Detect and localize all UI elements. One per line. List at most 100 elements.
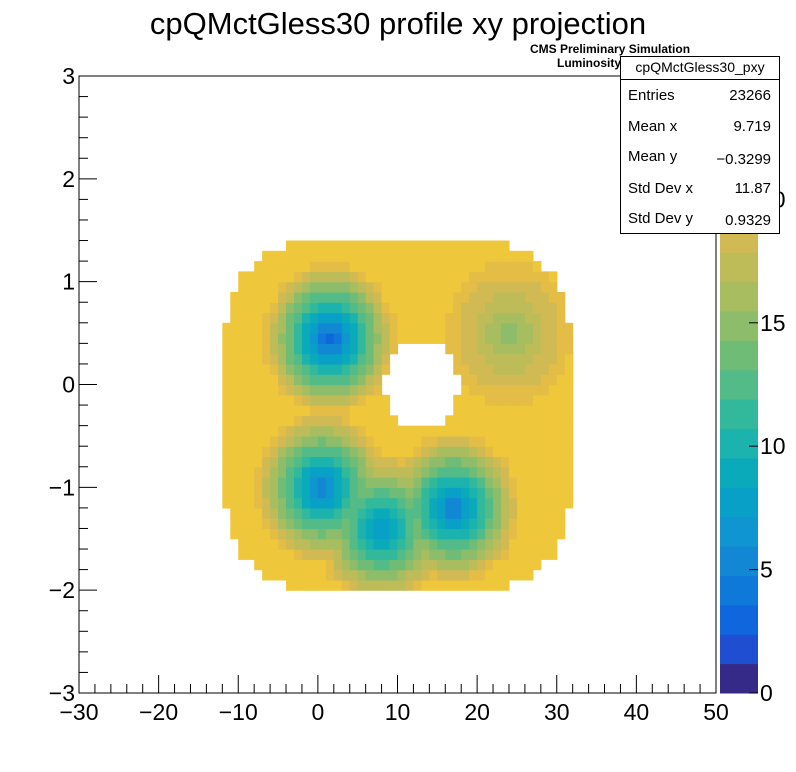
heatmap-cell bbox=[405, 507, 415, 519]
heatmap-cell bbox=[429, 559, 438, 571]
heatmap-cell bbox=[421, 507, 430, 519]
heatmap-cell bbox=[508, 497, 518, 509]
heatmap-cell bbox=[262, 415, 271, 427]
heatmap-cell bbox=[493, 261, 502, 272]
heatmap-cell bbox=[286, 549, 295, 560]
heatmap-cell bbox=[262, 394, 271, 406]
heatmap-cell bbox=[508, 271, 518, 283]
heatmap-cell bbox=[524, 528, 534, 540]
heatmap-cell bbox=[286, 261, 295, 272]
heatmap-cell bbox=[508, 466, 518, 478]
heatmap-cell bbox=[508, 281, 518, 293]
heatmap-cell bbox=[365, 477, 375, 488]
heatmap-cell bbox=[493, 322, 502, 334]
heatmap-cell bbox=[309, 528, 319, 540]
heatmap-cell bbox=[270, 302, 279, 314]
heatmap-cell bbox=[286, 569, 295, 581]
heatmap-cell bbox=[317, 497, 327, 509]
heatmap-cell bbox=[429, 250, 438, 262]
heatmap-cell bbox=[556, 312, 566, 324]
heatmap-cell bbox=[301, 415, 311, 427]
heatmap-cell bbox=[341, 353, 351, 365]
heatmap-cell bbox=[349, 446, 359, 458]
heatmap-cell bbox=[317, 528, 327, 540]
heatmap-cell bbox=[325, 579, 335, 591]
heatmap-cell bbox=[485, 405, 494, 416]
heatmap-cell bbox=[309, 435, 319, 447]
heatmap-cell bbox=[397, 446, 407, 458]
heatmap-cell bbox=[493, 250, 502, 262]
heatmap-cell bbox=[381, 446, 391, 458]
heatmap-cell bbox=[493, 477, 502, 488]
heatmap-cell bbox=[262, 333, 271, 344]
heatmap-cell bbox=[333, 322, 343, 334]
heatmap-cell bbox=[270, 477, 279, 488]
heatmap-cell bbox=[278, 446, 287, 458]
heatmap-cell bbox=[373, 456, 383, 468]
heatmap-cell bbox=[246, 405, 255, 416]
heatmap-cell bbox=[453, 518, 462, 530]
heatmap-cell bbox=[469, 518, 478, 530]
heatmap-cell bbox=[246, 528, 255, 540]
heatmap-cell bbox=[286, 271, 295, 283]
heatmap-cell bbox=[485, 415, 494, 427]
heatmap-cell bbox=[301, 466, 311, 478]
heatmap-cell bbox=[278, 291, 287, 303]
heatmap-cell bbox=[254, 353, 263, 365]
palette-swatch bbox=[720, 281, 758, 312]
heatmap-cell bbox=[548, 415, 558, 427]
heatmap-cell bbox=[286, 394, 295, 406]
heatmap-cell bbox=[501, 497, 510, 509]
heatmap-cell bbox=[389, 477, 399, 488]
heatmap-cell bbox=[230, 291, 239, 303]
heatmap-cell bbox=[564, 415, 574, 427]
heatmap-cell bbox=[309, 291, 319, 303]
heatmap-cell bbox=[357, 425, 367, 437]
heatmap-cell bbox=[516, 281, 526, 293]
heatmap-cell bbox=[349, 466, 359, 478]
heatmap-cell bbox=[508, 312, 518, 324]
heatmap-cell bbox=[309, 405, 319, 416]
palette-swatch bbox=[720, 399, 758, 430]
heatmap-cell bbox=[325, 322, 335, 334]
heatmap-cell bbox=[365, 302, 375, 314]
heatmap-cell bbox=[477, 250, 486, 262]
heatmap-cell bbox=[230, 497, 239, 509]
heatmap-cell bbox=[381, 343, 391, 355]
heatmap-cell bbox=[301, 312, 311, 324]
heatmap-cell bbox=[365, 528, 375, 540]
heatmap-cell bbox=[421, 569, 430, 581]
heatmap-cell bbox=[548, 302, 558, 314]
heatmap-cell bbox=[485, 435, 494, 447]
heatmap-cell bbox=[445, 487, 454, 499]
heatmap-cell bbox=[278, 487, 287, 499]
heatmap-cell bbox=[238, 384, 247, 396]
heatmap-cell bbox=[317, 549, 327, 560]
heatmap-cell bbox=[238, 446, 247, 458]
heatmap-cell bbox=[461, 261, 470, 272]
heatmap-cell bbox=[405, 446, 415, 458]
heatmap-cell bbox=[230, 405, 239, 416]
heatmap-cell bbox=[301, 538, 311, 550]
heatmap-cell bbox=[262, 312, 271, 324]
heatmap-cell bbox=[413, 528, 422, 540]
heatmap-cell bbox=[270, 435, 279, 447]
heatmap-cell bbox=[222, 487, 231, 499]
heatmap-cell bbox=[389, 291, 399, 303]
heatmap-cell bbox=[341, 477, 351, 488]
heatmap-cell bbox=[333, 425, 343, 437]
heatmap-cell bbox=[381, 549, 391, 560]
heatmap-cell bbox=[365, 250, 375, 262]
heatmap-cell bbox=[556, 497, 566, 509]
heatmap-cell bbox=[445, 528, 454, 540]
heatmap-cell bbox=[301, 374, 311, 386]
heatmap-cell bbox=[477, 384, 486, 396]
heatmap-cell bbox=[301, 281, 311, 293]
heatmap-cell bbox=[405, 477, 415, 488]
heatmap-cell bbox=[381, 291, 391, 303]
heatmap-cell bbox=[222, 425, 231, 437]
heatmap-cell bbox=[516, 271, 526, 283]
heatmap-cell bbox=[437, 271, 446, 283]
heatmap-cell bbox=[309, 549, 319, 560]
heatmap-cell bbox=[405, 456, 415, 468]
